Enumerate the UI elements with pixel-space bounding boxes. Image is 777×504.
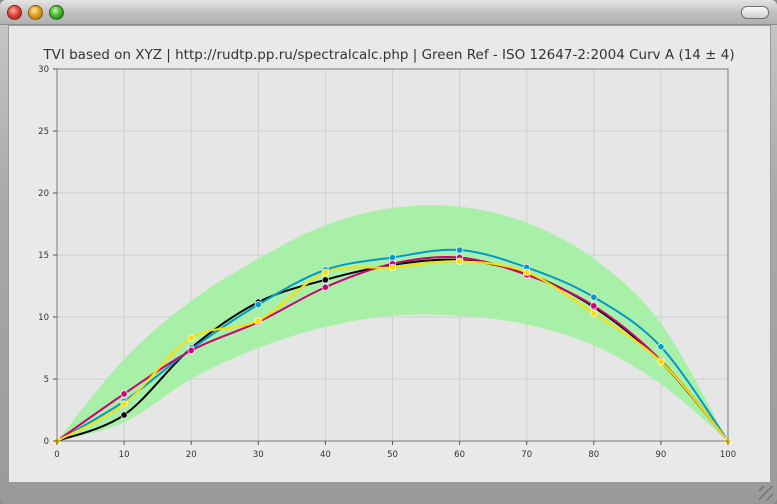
series-point-3 — [120, 390, 128, 398]
x-tick-label: 70 — [521, 450, 532, 460]
series-point-4 — [590, 309, 598, 317]
series-point-4 — [455, 257, 464, 265]
series-point-3 — [187, 346, 195, 355]
tolerance-band-area — [57, 205, 728, 441]
series-point-4 — [388, 263, 397, 272]
series-point-4 — [657, 357, 665, 366]
zoom-window-button[interactable] — [49, 5, 64, 20]
x-tick-label: 100 — [720, 450, 736, 460]
chart-axes — [53, 68, 729, 445]
series-point-4 — [523, 268, 531, 277]
tvi-chart: TVI based on XYZ | http://rudtp.pp.ru/sp… — [38, 47, 736, 460]
chart-panel: TVI based on XYZ | http://rudtp.pp.ru/sp… — [8, 25, 771, 483]
chart-title: TVI based on XYZ | http://rudtp.pp.ru/sp… — [42, 47, 734, 63]
x-tick-label: 0 — [54, 450, 59, 460]
series-point-2 — [455, 246, 464, 254]
series-point-1 — [120, 411, 128, 419]
y-tick-label: 15 — [38, 251, 49, 261]
y-tick-label: 25 — [38, 127, 49, 137]
series-point-2 — [388, 253, 397, 262]
series-point-2 — [590, 293, 598, 301]
resize-grip-icon[interactable] — [759, 486, 773, 500]
series-point-4 — [120, 400, 128, 408]
x-tick-label: 20 — [186, 450, 197, 460]
series-point-2 — [254, 300, 263, 309]
x-tick-label: 10 — [119, 450, 130, 460]
y-tick-label: 30 — [38, 65, 49, 75]
series-point-4 — [321, 268, 330, 277]
title-bar — [0, 0, 777, 25]
status-bar — [0, 482, 777, 504]
x-tick-label: 50 — [387, 450, 398, 460]
x-tick-label: 90 — [655, 450, 666, 460]
y-tick-label: 20 — [38, 189, 49, 199]
series-point-3 — [321, 283, 330, 291]
series-point-2 — [657, 343, 665, 351]
x-tick-label: 30 — [253, 450, 264, 460]
minimize-window-button[interactable] — [28, 5, 43, 20]
x-tick-label: 80 — [588, 450, 599, 460]
y-tick-label: 5 — [44, 375, 49, 385]
close-window-button[interactable] — [7, 5, 22, 20]
series-group — [53, 246, 732, 445]
tick-labels: 0 10 20 30 40 50 60 70 80 90 100 0 5 10 15 20 25 30 — [38, 65, 736, 460]
tolerance-band — [57, 205, 728, 441]
x-tick-label: 60 — [454, 450, 465, 460]
y-tick-label: 0 — [44, 437, 49, 447]
series-point-4 — [254, 317, 263, 325]
toolbar-toggle-button[interactable] — [741, 6, 769, 19]
series-point-4 — [187, 334, 195, 342]
y-tick-label: 10 — [38, 313, 49, 323]
series-point-3 — [590, 302, 598, 310]
x-tick-label: 40 — [320, 450, 331, 460]
series-point-1 — [321, 276, 330, 284]
